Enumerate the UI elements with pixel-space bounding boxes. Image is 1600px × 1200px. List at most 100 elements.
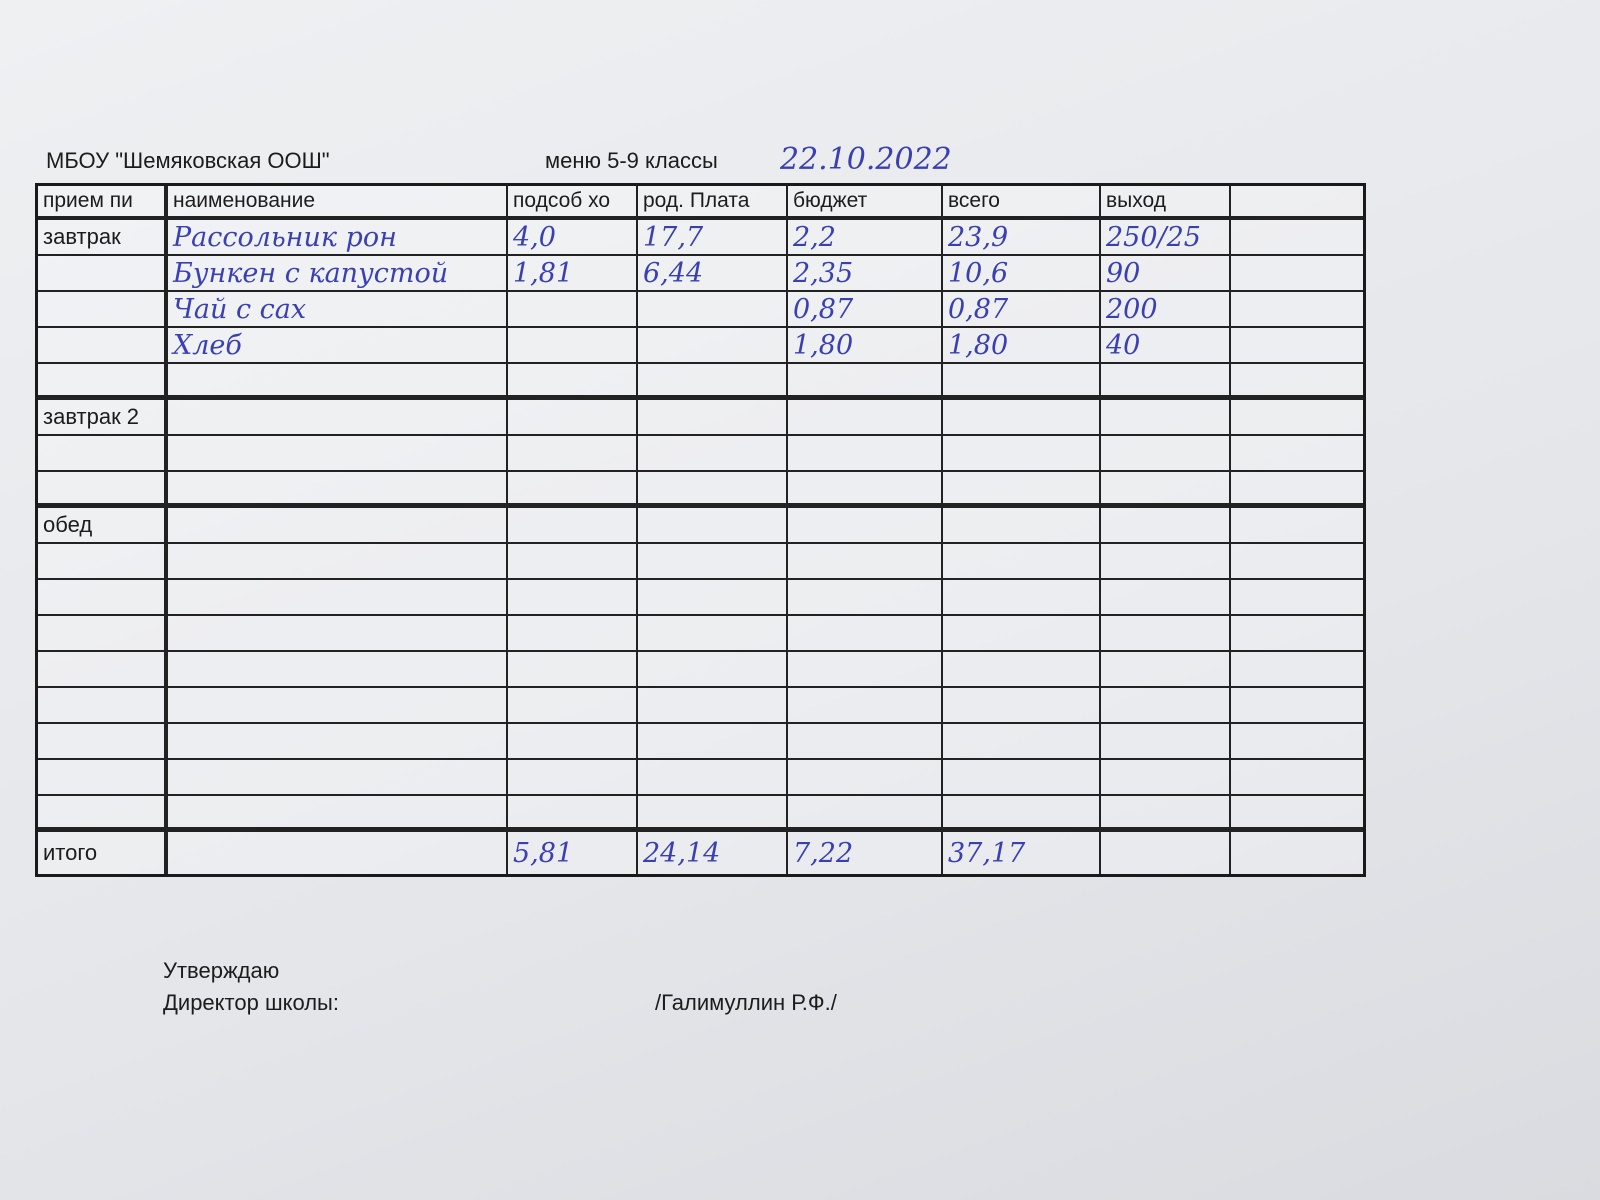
cell bbox=[38, 292, 168, 328]
cell bbox=[1231, 580, 1363, 616]
cell bbox=[1231, 508, 1363, 544]
cell bbox=[943, 688, 1101, 724]
cell-text: Хлеб bbox=[168, 328, 508, 364]
cell bbox=[943, 544, 1101, 580]
cell bbox=[168, 760, 508, 796]
cell bbox=[788, 688, 943, 724]
signature: /Галимуллин Р.Ф./ bbox=[655, 990, 837, 1015]
cell bbox=[508, 400, 638, 436]
cell bbox=[1231, 544, 1363, 580]
table-row: Хлеб 1,80 1,80 40 bbox=[38, 328, 1363, 364]
cell-text: подсоб хо bbox=[508, 186, 638, 220]
cell bbox=[1101, 688, 1231, 724]
cell bbox=[508, 436, 638, 472]
cell-text: 2,35 bbox=[788, 256, 943, 292]
cell bbox=[508, 580, 638, 616]
table-row bbox=[38, 472, 1363, 508]
table-row bbox=[38, 616, 1363, 652]
cell bbox=[1101, 832, 1231, 874]
cell-text: 23,9 bbox=[943, 220, 1101, 256]
cell-text: 200 bbox=[1101, 292, 1231, 328]
table-row: Бункен с капустой 1,81 6,44 2,35 10,6 90 bbox=[38, 256, 1363, 292]
cell bbox=[1101, 508, 1231, 544]
cell bbox=[943, 400, 1101, 436]
cell bbox=[638, 508, 788, 544]
cell-text: завтрак 2 bbox=[38, 400, 168, 436]
cell bbox=[168, 580, 508, 616]
table-row: обед bbox=[38, 508, 1363, 544]
cell bbox=[788, 472, 943, 508]
cell bbox=[638, 292, 788, 328]
cell bbox=[1101, 364, 1231, 400]
cell bbox=[788, 616, 943, 652]
cell-text: 2,2 bbox=[788, 220, 943, 256]
table-row bbox=[38, 796, 1363, 832]
cell bbox=[788, 760, 943, 796]
cell bbox=[508, 796, 638, 832]
cell bbox=[788, 580, 943, 616]
cell bbox=[638, 436, 788, 472]
cell bbox=[168, 544, 508, 580]
cell-text: 4,0 bbox=[508, 220, 638, 256]
cell bbox=[638, 400, 788, 436]
cell-text: 7,22 bbox=[788, 832, 943, 874]
cell bbox=[943, 616, 1101, 652]
cell bbox=[38, 328, 168, 364]
cell bbox=[1231, 436, 1363, 472]
cell bbox=[943, 580, 1101, 616]
cell bbox=[943, 472, 1101, 508]
cell bbox=[638, 616, 788, 652]
cell bbox=[38, 256, 168, 292]
cell bbox=[1231, 688, 1363, 724]
cell bbox=[788, 544, 943, 580]
cell-text: 10,6 bbox=[943, 256, 1101, 292]
cell bbox=[1101, 796, 1231, 832]
cell bbox=[38, 544, 168, 580]
cell bbox=[638, 580, 788, 616]
cell bbox=[943, 508, 1101, 544]
cell bbox=[168, 364, 508, 400]
cell bbox=[638, 724, 788, 760]
cell bbox=[508, 544, 638, 580]
cell-text: 37,17 bbox=[943, 832, 1101, 874]
cell bbox=[788, 364, 943, 400]
cell bbox=[1101, 616, 1231, 652]
cell bbox=[1231, 292, 1363, 328]
cell-text: обед bbox=[38, 508, 168, 544]
cell bbox=[943, 724, 1101, 760]
cell bbox=[168, 724, 508, 760]
cell-text: 1,81 bbox=[508, 256, 638, 292]
cell-text: Бункен с капустой bbox=[168, 256, 508, 292]
cell bbox=[1231, 724, 1363, 760]
table-row bbox=[38, 436, 1363, 472]
cell bbox=[788, 400, 943, 436]
cell bbox=[1231, 256, 1363, 292]
cell-text: 40 bbox=[1101, 328, 1231, 364]
cell bbox=[788, 436, 943, 472]
cell bbox=[38, 436, 168, 472]
cell bbox=[508, 760, 638, 796]
cell bbox=[168, 796, 508, 832]
cell-text: завтрак bbox=[38, 220, 168, 256]
cell-text: 5,81 bbox=[508, 832, 638, 874]
cell bbox=[788, 796, 943, 832]
cell-text: выход bbox=[1101, 186, 1231, 220]
cell bbox=[508, 364, 638, 400]
table-row: завтрак 2 bbox=[38, 400, 1363, 436]
position-label: Директор школы: bbox=[163, 990, 339, 1015]
cell bbox=[38, 688, 168, 724]
cell-text: Чай с сах bbox=[168, 292, 508, 328]
cell bbox=[1231, 400, 1363, 436]
cell-text: 250/25 bbox=[1101, 220, 1231, 256]
cell bbox=[638, 796, 788, 832]
table-row bbox=[38, 652, 1363, 688]
cell bbox=[1231, 328, 1363, 364]
cell bbox=[508, 292, 638, 328]
cell bbox=[38, 616, 168, 652]
cell-text: наименование bbox=[168, 186, 508, 220]
cell bbox=[168, 472, 508, 508]
cell-text: 1,80 bbox=[788, 328, 943, 364]
cell bbox=[638, 364, 788, 400]
menu-title: меню 5-9 классы bbox=[545, 148, 718, 173]
